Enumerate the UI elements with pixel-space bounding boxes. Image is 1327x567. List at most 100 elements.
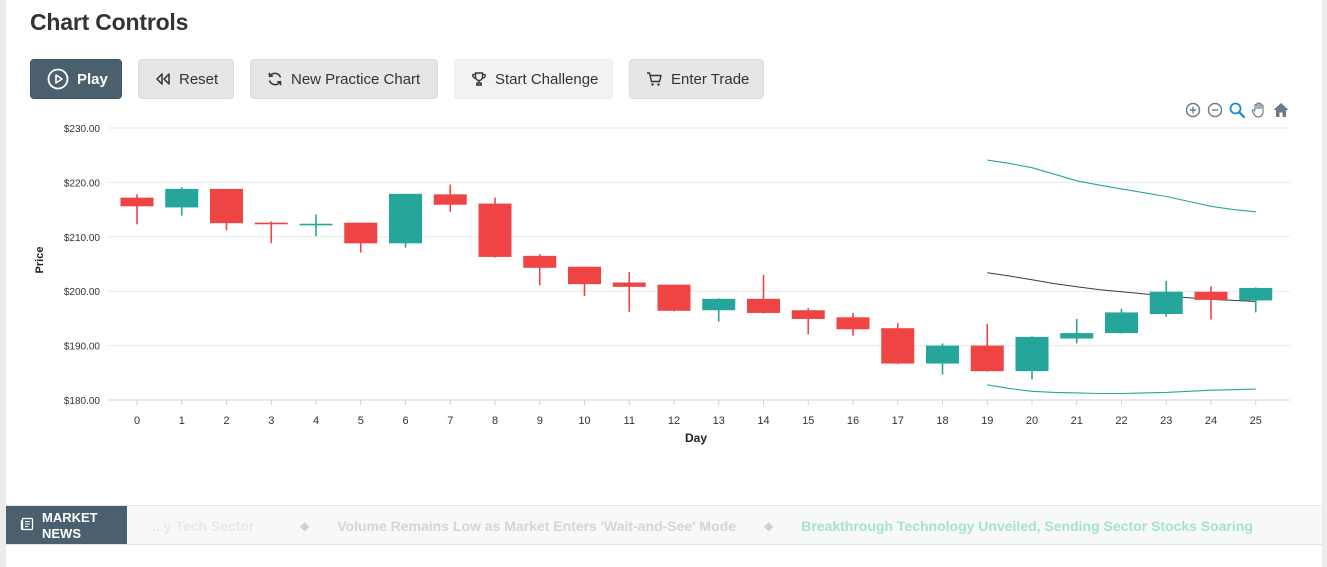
x-tick-label: 0: [134, 415, 140, 427]
news-item[interactable]: Breakthrough Technology Unveiled, Sendin…: [801, 518, 1253, 534]
x-tick-label: 20: [1026, 415, 1038, 427]
play-button[interactable]: Play: [30, 59, 122, 99]
candle-body: [1149, 291, 1183, 315]
candle[interactable]: [1015, 336, 1049, 380]
x-tick-label: 6: [402, 415, 408, 427]
candle-body: [836, 317, 870, 330]
x-tick-label: 11: [624, 415, 635, 427]
zoom-out-icon[interactable]: [1206, 101, 1224, 119]
enter-trade-label: Enter Trade: [671, 70, 750, 88]
x-tick-label: 1: [179, 415, 185, 427]
candle[interactable]: [299, 214, 333, 237]
play-circle-icon: [47, 68, 69, 90]
candle-body: [1015, 336, 1049, 372]
diamond-separator-icon: ◆: [763, 519, 774, 533]
candle[interactable]: [433, 184, 467, 212]
reset-label: Reset: [179, 70, 219, 88]
candle-body: [523, 255, 557, 268]
candle-body: [791, 310, 825, 319]
x-tick-label: 19: [981, 415, 993, 427]
news-item[interactable]: ...y Tech Sector: [152, 518, 255, 534]
candle-body: [120, 197, 154, 207]
candle-body: [433, 194, 467, 205]
grid-lines: [108, 127, 1290, 401]
news-ticker: ...y Tech Sector ◆ Volume Remains Low as…: [152, 506, 1253, 544]
candle[interactable]: [612, 272, 646, 312]
x-tick-label: 10: [578, 415, 590, 427]
x-tick-label: 25: [1250, 415, 1262, 427]
start-challenge-button[interactable]: Start Challenge: [454, 59, 613, 99]
candle[interactable]: [747, 274, 780, 314]
newspaper-icon: [20, 517, 34, 536]
candle[interactable]: [478, 197, 512, 258]
y-axis-label: Price: [34, 247, 46, 274]
page-title: Chart Controls: [30, 9, 189, 35]
y-tick-label: $210.00: [64, 233, 101, 244]
candles: [120, 184, 1273, 380]
x-tick-label: 18: [936, 415, 948, 427]
y-tick-label: $220.00: [64, 178, 101, 189]
x-tick-label: 21: [1071, 415, 1083, 427]
lower-band-line: [987, 384, 1256, 395]
candle-body: [1105, 312, 1138, 334]
candle[interactable]: [926, 343, 959, 375]
x-axis-label: Day: [685, 431, 707, 445]
x-tick-label: 22: [1115, 415, 1127, 427]
pan-hand-icon[interactable]: [1250, 101, 1268, 119]
x-tick-label: 2: [223, 415, 229, 427]
news-item[interactable]: Volume Remains Low as Market Enters 'Wai…: [337, 518, 736, 534]
candle[interactable]: [1194, 286, 1228, 320]
candle-body: [568, 266, 601, 285]
new-practice-chart-button[interactable]: New Practice Chart: [250, 59, 438, 99]
candle[interactable]: [254, 221, 288, 244]
home-reset-icon[interactable]: [1272, 101, 1290, 119]
y-tick-label: $190.00: [64, 342, 101, 353]
x-tick-label: 24: [1205, 415, 1217, 427]
candle[interactable]: [1060, 318, 1094, 344]
candlestick-chart: $180.00 $190.00 $200.00 $210.00 $220.00 $230.…: [34, 124, 1290, 445]
candle[interactable]: [165, 187, 199, 216]
x-tick-label: 9: [537, 415, 543, 427]
candle[interactable]: [791, 308, 825, 335]
candle-body: [970, 345, 1004, 372]
candle[interactable]: [344, 222, 378, 253]
market-news-label: MARKET NEWS: [6, 506, 127, 544]
candle-body: [926, 345, 959, 364]
candle-body: [657, 284, 691, 311]
candle-body: [1060, 333, 1094, 339]
candle[interactable]: [836, 312, 870, 336]
candle[interactable]: [523, 254, 557, 286]
candle-body: [747, 298, 780, 313]
candle-body: [389, 193, 422, 244]
reset-button[interactable]: Reset: [138, 59, 234, 99]
x-tick-label: 16: [847, 415, 859, 427]
candle[interactable]: [702, 298, 736, 322]
candle[interactable]: [1105, 308, 1138, 334]
candle-body: [165, 188, 199, 208]
enter-trade-button[interactable]: Enter Trade: [629, 59, 764, 99]
x-tick-label: 15: [802, 415, 814, 427]
candle[interactable]: [120, 194, 154, 225]
x-tick-label: 3: [268, 415, 274, 427]
axes: $180.00 $190.00 $200.00 $210.00 $220.00 $230.…: [64, 124, 1262, 427]
candle[interactable]: [389, 193, 422, 248]
market-news-bar: MARKET NEWS ...y Tech Sector ◆ Volume Re…: [6, 505, 1322, 545]
candle[interactable]: [657, 284, 691, 312]
candle[interactable]: [970, 323, 1004, 372]
candle[interactable]: [881, 323, 915, 365]
candle[interactable]: [1239, 287, 1273, 313]
rewind-icon: [155, 72, 171, 86]
x-tick-label: 12: [668, 415, 680, 427]
candle[interactable]: [210, 188, 243, 231]
candle-body: [210, 188, 243, 224]
candle[interactable]: [568, 266, 601, 297]
zoom-select-icon[interactable]: [1228, 101, 1246, 119]
candle-body: [1194, 291, 1228, 300]
x-tick-label: 14: [757, 415, 769, 427]
start-challenge-label: Start Challenge: [495, 70, 599, 88]
candle[interactable]: [1149, 280, 1183, 317]
x-tick-label: 13: [713, 415, 725, 427]
candle-body: [299, 223, 333, 226]
zoom-in-icon[interactable]: [1184, 101, 1202, 119]
candle-body: [702, 298, 736, 311]
